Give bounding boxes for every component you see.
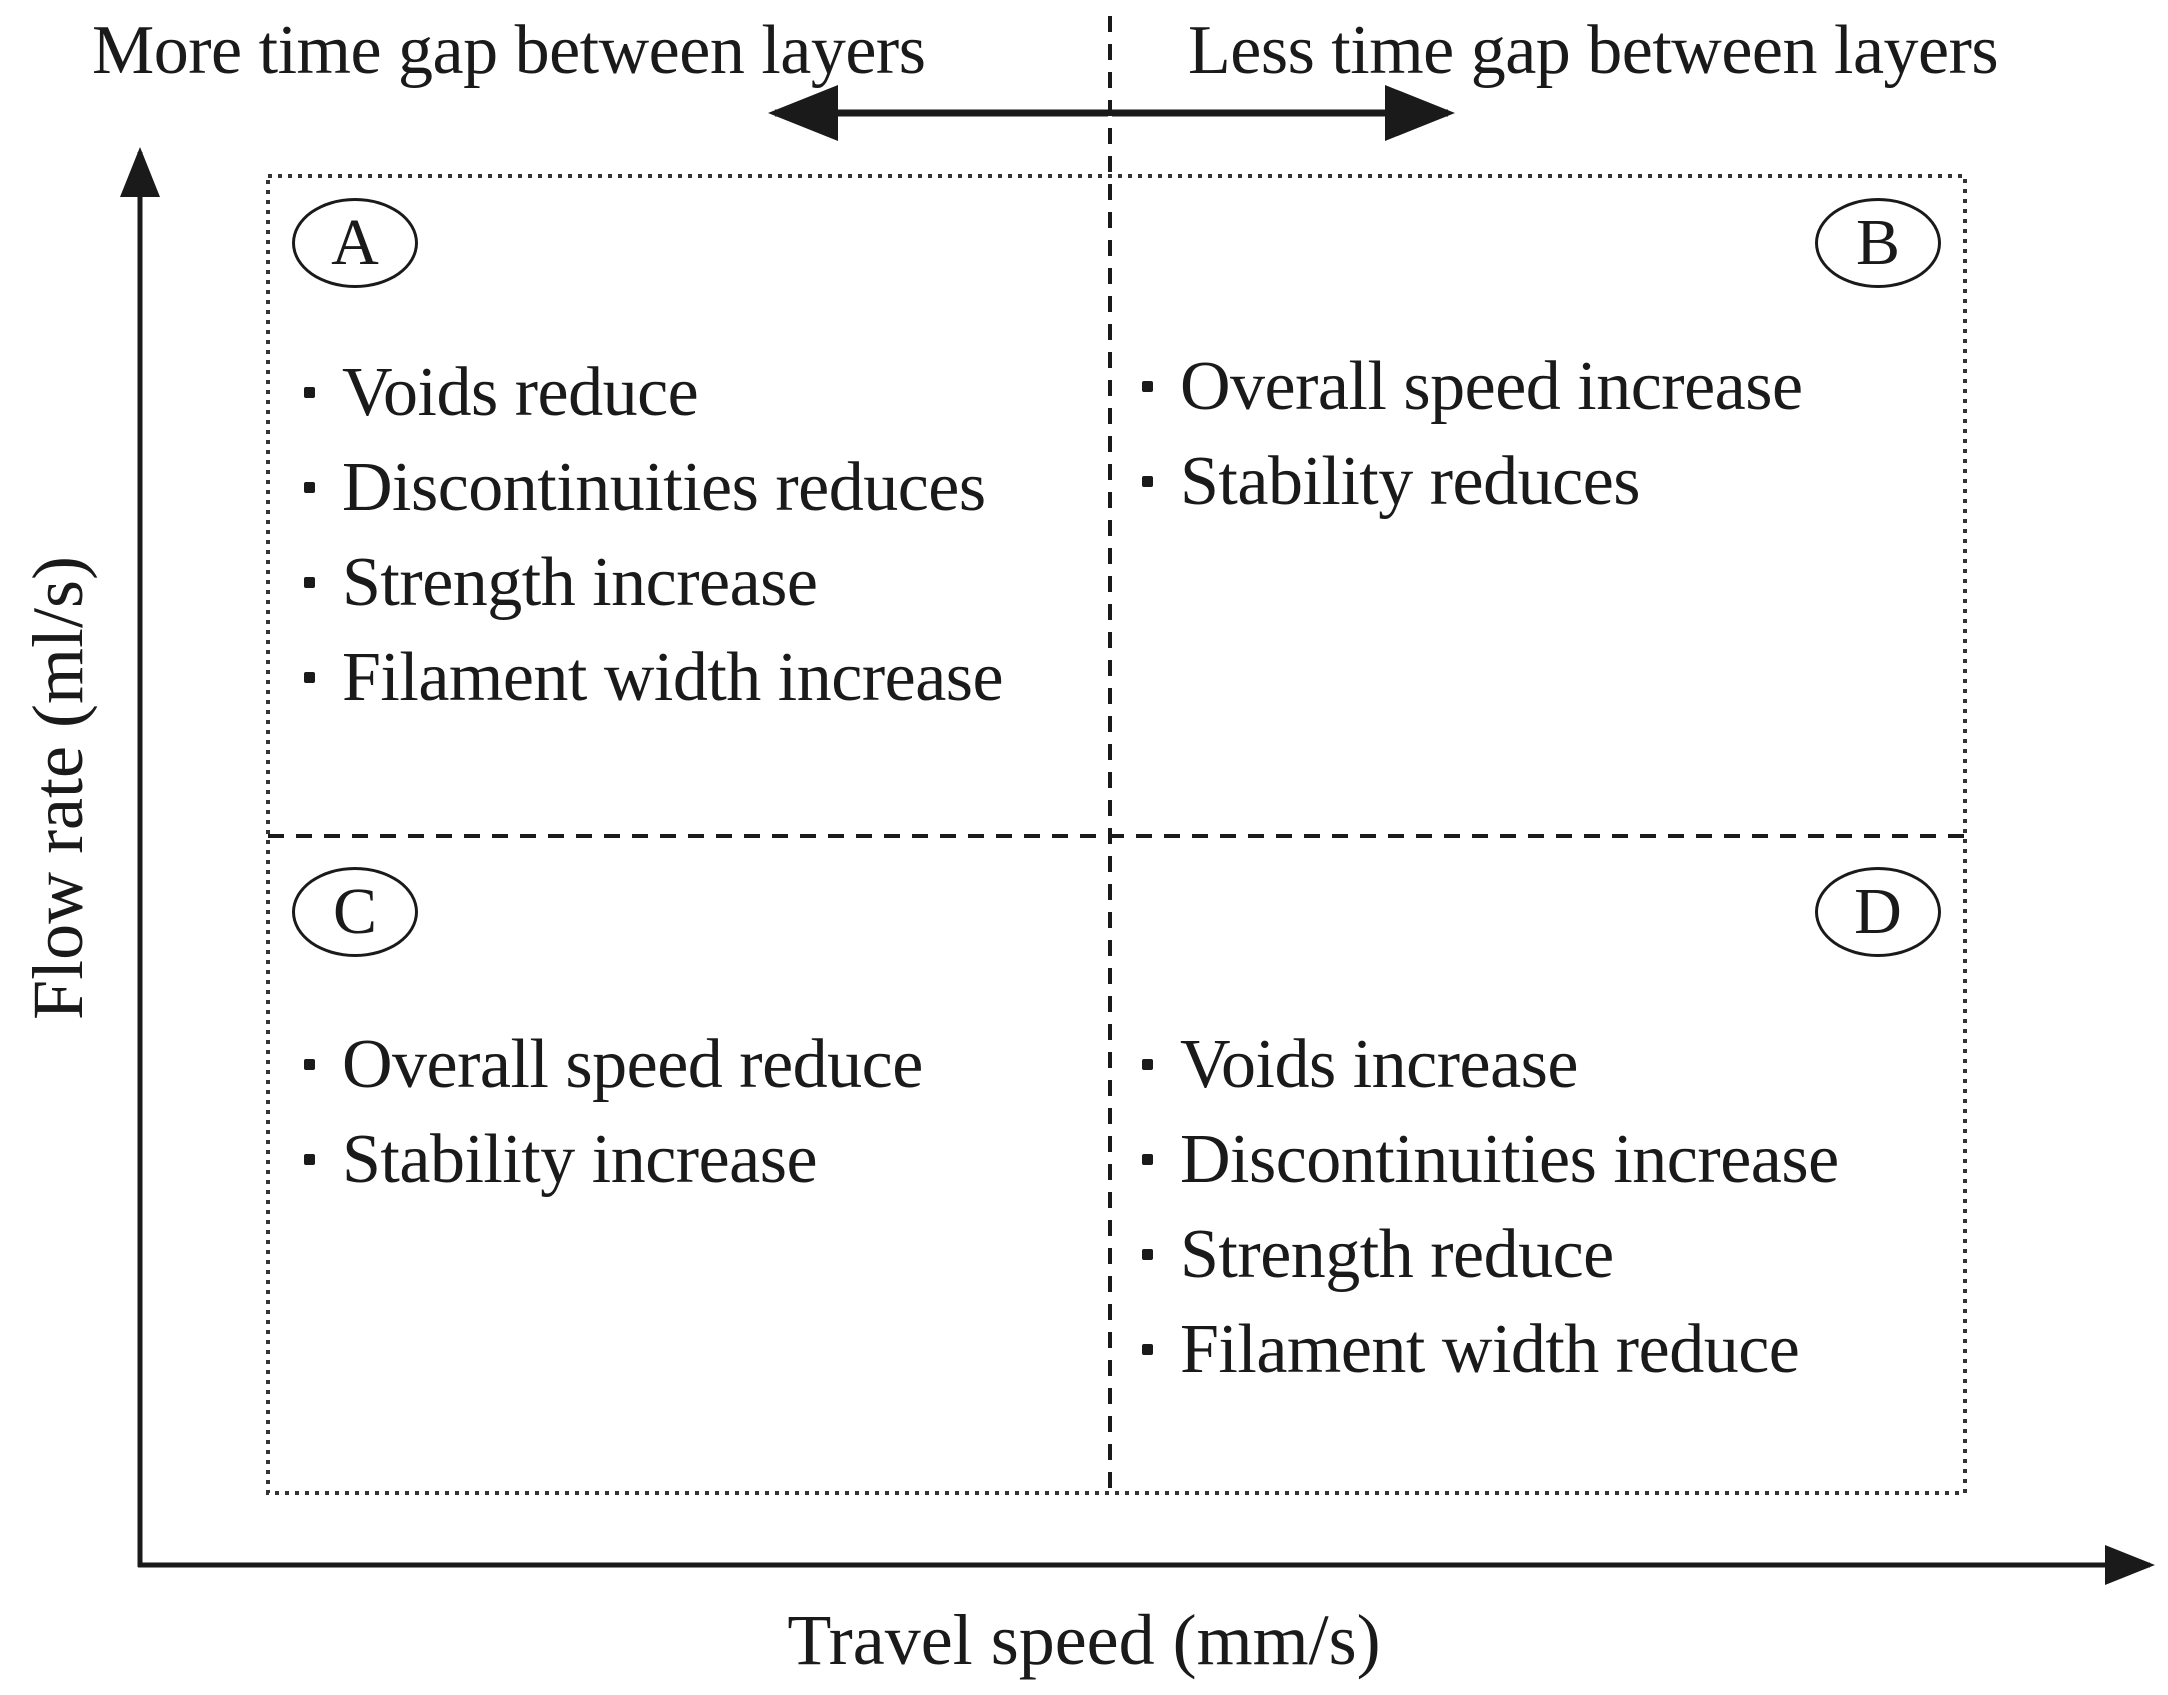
y-axis-label: Flow rate (ml/s) (18, 556, 98, 1020)
heading-more-time-gap: More time gap between layers (92, 12, 926, 89)
list-item: Strength increase (300, 535, 1003, 630)
quadrant-frame (266, 174, 1967, 1495)
list-item: Overall speed increase (1138, 339, 1803, 434)
quadrant-a-list: Voids reduce Discontinuities reduces Str… (300, 345, 1004, 725)
quadrant-d-badge: D (1815, 867, 1941, 957)
quadrant-b-list: Overall speed increase Stability reduces (1138, 339, 1803, 529)
list-item: Filament width increase (300, 630, 1004, 725)
quadrant-b-badge: B (1815, 198, 1941, 288)
quadrant-a-badge: A (292, 198, 418, 288)
quadrant-c-badge: C (292, 867, 418, 957)
quadrant-d-list: Voids increase Discontinuities increase … (1138, 1017, 1839, 1397)
list-item: Stability reduces (1138, 434, 1803, 529)
list-item: Strength reduce (1138, 1207, 1839, 1302)
list-item: Discontinuities increase (1138, 1112, 1839, 1207)
list-item: Discontinuities reduces (300, 440, 1003, 535)
list-item: Filament width reduce (1138, 1302, 1839, 1397)
heading-less-time-gap: Less time gap between layers (1188, 12, 1999, 89)
list-item: Stability increase (300, 1112, 923, 1207)
list-item: Voids reduce (300, 345, 1003, 440)
x-axis-label: Travel speed (mm/s) (787, 1600, 1381, 1680)
list-item: Voids increase (1138, 1017, 1839, 1112)
quadrant-c-list: Overall speed reduce Stability increase (300, 1017, 923, 1207)
list-item: Overall speed reduce (300, 1017, 923, 1112)
